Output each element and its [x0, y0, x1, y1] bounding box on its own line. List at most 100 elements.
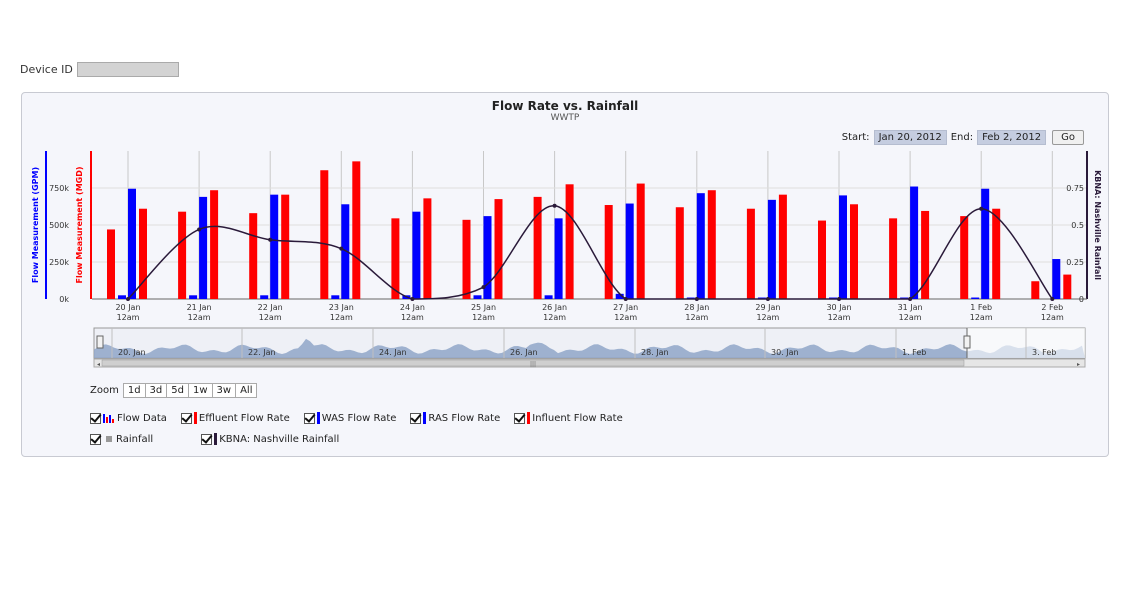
x-tick-label: 29 Jan: [755, 303, 780, 312]
bar-ras-flow-rate: [270, 195, 278, 299]
red-series-swatch-icon: [527, 412, 530, 424]
rainfall-point: [624, 297, 628, 301]
bar-effluent-flow-rate: [463, 220, 471, 299]
y-right-tick-label: 0: [1079, 295, 1084, 304]
legend-kbna[interactable]: KBNA: Nashville Rainfall: [201, 433, 339, 445]
checkbox-icon[interactable]: [90, 413, 101, 424]
rainfall-point: [837, 297, 841, 301]
bar-effluent-flow-rate: [676, 207, 684, 299]
navigator-left-handle: [97, 336, 103, 348]
blue-series-swatch-icon: [317, 412, 320, 424]
x-tick-label: 22 Jan: [258, 303, 283, 312]
navigator-date-label: 24. Jan: [379, 348, 407, 357]
blue-series-swatch-icon: [423, 412, 426, 424]
zoom-label: Zoom: [90, 385, 119, 396]
legend-rainfall[interactable]: Rainfall: [90, 434, 153, 445]
checkbox-icon[interactable]: [90, 434, 101, 445]
bar-effluent-flow-rate: [1031, 281, 1039, 299]
checkbox-icon[interactable]: [514, 413, 525, 424]
legend-row-1: Flow Data Effluent Flow Rate WAS Flow Ra…: [90, 412, 637, 424]
legend-was[interactable]: WAS Flow Rate: [304, 412, 397, 424]
rainfall-point: [766, 297, 770, 301]
x-tick-time-label: 12am: [970, 313, 993, 322]
bar-influent-flow-rate: [637, 184, 645, 299]
x-tick-time-label: 12am: [899, 313, 922, 322]
x-tick-label: 23 Jan: [329, 303, 354, 312]
navigator-date-label: 1. Feb: [902, 348, 926, 357]
legend-flow-data[interactable]: Flow Data: [90, 413, 167, 424]
rainfall-point: [410, 297, 414, 301]
bar-ras-flow-rate: [555, 218, 563, 299]
bar-ras-flow-rate: [839, 195, 847, 299]
x-tick-time-label: 12am: [472, 313, 495, 322]
bar-effluent-flow-rate: [747, 209, 755, 299]
x-tick-label: 2 Feb: [1041, 303, 1063, 312]
device-row: Device ID: [20, 62, 179, 77]
y-left-tick-label: 500k: [49, 221, 69, 230]
checkbox-icon[interactable]: [201, 434, 212, 445]
legend-influent[interactable]: Influent Flow Rate: [514, 412, 622, 424]
navigator-date-label: 3. Feb: [1032, 348, 1056, 357]
zoom-5d-button[interactable]: 5d: [166, 383, 189, 398]
bar-effluent-flow-rate: [889, 218, 897, 299]
rainfall-point: [908, 297, 912, 301]
gpm-axis-title: Flow Measurement (GPM): [31, 167, 40, 283]
legend-ras[interactable]: RAS Flow Rate: [410, 412, 500, 424]
bar-ras-flow-rate: [910, 187, 918, 299]
rainfall-point: [339, 247, 343, 251]
zoom-1d-button[interactable]: 1d: [123, 383, 146, 398]
mgd-axis-title: Flow Measurement (MGD): [75, 166, 84, 283]
bar-effluent-flow-rate: [605, 205, 613, 299]
x-tick-time-label: 12am: [330, 313, 353, 322]
bar-influent-flow-rate: [566, 184, 574, 299]
checkbox-icon[interactable]: [410, 413, 421, 424]
zoom-controls: Zoom 1d 3d 5d 1w 3w All: [90, 383, 256, 398]
legend-kbna-label: KBNA: Nashville Rainfall: [219, 434, 339, 445]
bar-was-flow-rate: [118, 295, 126, 299]
checkbox-icon[interactable]: [181, 413, 192, 424]
legend-effluent[interactable]: Effluent Flow Rate: [181, 412, 290, 424]
rainfall-point: [979, 207, 983, 211]
legend-row-2: Rainfall KBNA: Nashville Rainfall: [90, 433, 353, 445]
bar-influent-flow-rate: [992, 209, 1000, 299]
bar-was-flow-rate: [331, 295, 339, 299]
bar-was-flow-rate: [260, 295, 268, 299]
y-right-tick-label: 0.5: [1071, 221, 1084, 230]
device-id-label: Device ID: [20, 63, 73, 76]
bar-series-icon: [103, 413, 114, 423]
zoom-1w-button[interactable]: 1w: [188, 383, 213, 398]
legend-was-label: WAS Flow Rate: [322, 413, 397, 424]
x-tick-label: 26 Jan: [542, 303, 567, 312]
navigator-date-label: 30. Jan: [771, 348, 799, 357]
bar-ras-flow-rate: [981, 189, 989, 299]
scrollbar-grip-icon: |||: [530, 361, 536, 368]
bar-influent-flow-rate: [708, 190, 716, 299]
x-tick-time-label: 12am: [259, 313, 282, 322]
navigator-date-label: 28. Jan: [641, 348, 669, 357]
x-tick-label: 28 Jan: [684, 303, 709, 312]
checkbox-icon[interactable]: [304, 413, 315, 424]
zoom-3w-button[interactable]: 3w: [212, 383, 237, 398]
legend-ras-label: RAS Flow Rate: [428, 413, 500, 424]
x-tick-label: 21 Jan: [187, 303, 212, 312]
bar-ras-flow-rate: [1052, 259, 1060, 299]
chart-panel: Flow Rate vs. Rainfall WWTP Start: Jan 2…: [21, 92, 1109, 457]
x-tick-time-label: 12am: [685, 313, 708, 322]
x-tick-label: 31 Jan: [898, 303, 923, 312]
x-tick-time-label: 12am: [828, 313, 851, 322]
y-right-tick-label: 0.25: [1066, 258, 1084, 267]
rainfall-point: [553, 204, 557, 208]
navigator-date-label: 26. Jan: [510, 348, 538, 357]
device-id-input[interactable]: [77, 62, 179, 77]
zoom-3d-button[interactable]: 3d: [145, 383, 168, 398]
bar-influent-flow-rate: [495, 199, 503, 299]
x-tick-label: 30 Jan: [826, 303, 851, 312]
bar-influent-flow-rate: [1063, 275, 1071, 299]
bar-effluent-flow-rate: [107, 229, 115, 299]
bar-effluent-flow-rate: [818, 221, 826, 299]
x-tick-time-label: 12am: [117, 313, 140, 322]
flow-rainfall-chart: 0k250k500k750k00.250.50.75Flow Measureme…: [22, 93, 1108, 378]
legend-influent-label: Influent Flow Rate: [532, 413, 622, 424]
x-tick-time-label: 12am: [188, 313, 211, 322]
zoom-all-button[interactable]: All: [235, 383, 257, 398]
